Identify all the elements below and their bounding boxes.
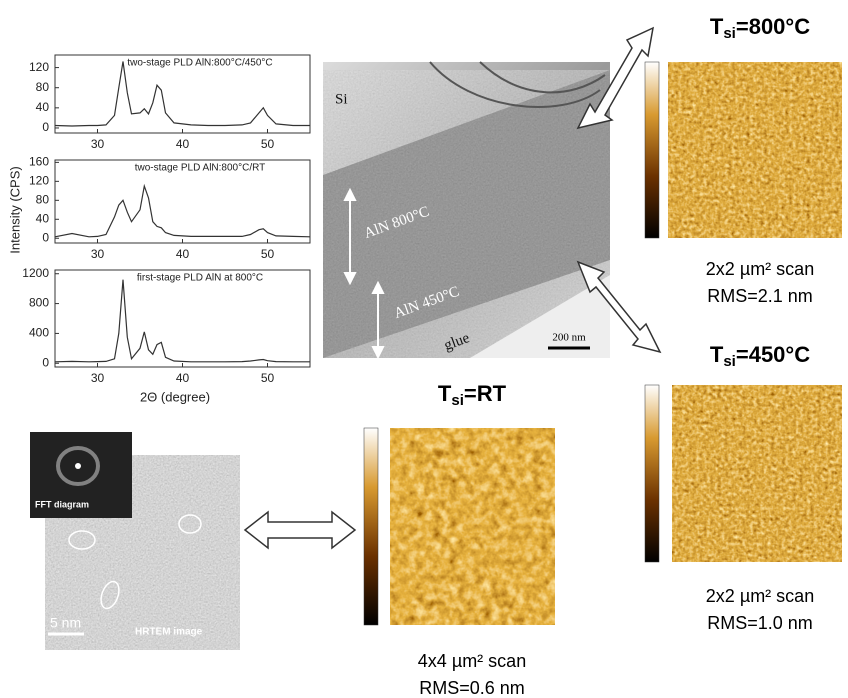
temperature-label: Tsi=450°C bbox=[710, 342, 810, 370]
x-tick-label: 30 bbox=[91, 247, 105, 261]
value: =RT bbox=[464, 381, 507, 406]
afm-450 bbox=[645, 385, 842, 562]
x-tick-label: 50 bbox=[261, 137, 275, 151]
scan-size: 2x2 µm² scan bbox=[706, 586, 814, 606]
panel-title: two-stage PLD AlN:800°C/RT bbox=[135, 163, 266, 174]
x-tick-label: 30 bbox=[91, 371, 105, 385]
afm-800 bbox=[645, 62, 842, 238]
y-tick-label: 120 bbox=[29, 174, 49, 188]
figure: Si AlN 800°C AlN 450°C glue 200 nm FFT d… bbox=[0, 0, 848, 698]
rms: RMS=2.1 nm bbox=[707, 286, 813, 306]
x-tick-label: 50 bbox=[261, 371, 275, 385]
y-tick-label: 120 bbox=[29, 60, 49, 74]
y-tick-label: 0 bbox=[42, 230, 49, 244]
y-tick-label: 80 bbox=[36, 192, 50, 206]
x-axis-label: 2Θ (degree) bbox=[140, 389, 210, 404]
scale-bar-label: 5 nm bbox=[50, 615, 81, 631]
y-tick-label: 80 bbox=[36, 80, 50, 94]
subscript: si bbox=[723, 353, 736, 370]
x-tick-label: 50 bbox=[261, 247, 275, 261]
y-tick-label: 40 bbox=[36, 100, 50, 114]
subscript: si bbox=[451, 392, 464, 409]
x-tick-label: 40 bbox=[176, 137, 190, 151]
symbol: T bbox=[438, 381, 452, 406]
tem-label: Si bbox=[335, 91, 348, 107]
fft-label: FFT diagram bbox=[35, 499, 89, 509]
panel-title: first-stage PLD AlN at 800°C bbox=[137, 273, 263, 284]
scan-size: 4x4 µm² scan bbox=[418, 651, 526, 671]
value: =800°C bbox=[736, 14, 810, 39]
y-tick-label: 400 bbox=[29, 326, 49, 340]
rms: RMS=1.0 nm bbox=[707, 613, 813, 633]
y-tick-label: 0 bbox=[42, 120, 49, 134]
x-tick-label: 30 bbox=[91, 137, 105, 151]
y-tick-label: 800 bbox=[29, 296, 49, 310]
tem-image bbox=[323, 62, 610, 358]
symbol: T bbox=[710, 14, 724, 39]
x-tick-label: 40 bbox=[176, 371, 190, 385]
y-tick-label: 0 bbox=[42, 355, 49, 369]
xrd-line bbox=[55, 186, 310, 237]
scan-size: 2x2 µm² scan bbox=[706, 259, 814, 279]
symbol: T bbox=[710, 342, 724, 367]
rms: RMS=0.6 nm bbox=[419, 678, 525, 698]
y-tick-label: 160 bbox=[29, 155, 49, 169]
y-tick-label: 1200 bbox=[22, 266, 49, 280]
temperature-label: Tsi=800°C bbox=[710, 14, 810, 42]
plot-frame bbox=[55, 270, 310, 367]
y-axis-label: Intensity (CPS) bbox=[7, 166, 22, 253]
afm-rt bbox=[364, 428, 555, 625]
panel-title: two-stage PLD AlN:800°C/450°C bbox=[127, 58, 272, 69]
value: =450°C bbox=[736, 342, 810, 367]
scale-bar-label: 200 nm bbox=[552, 332, 586, 344]
xrd-line bbox=[55, 62, 310, 127]
xrd-line bbox=[55, 280, 310, 362]
xrd-charts: 0 40 80 120 30 40 50 two-stage PLD AlN:800°C/45… bbox=[22, 55, 310, 385]
x-tick-label: 40 bbox=[176, 247, 190, 261]
y-tick-label: 40 bbox=[36, 211, 50, 225]
subscript: si bbox=[723, 25, 736, 42]
temperature-label: Tsi=RT bbox=[438, 381, 507, 409]
hrtem-label: HRTEM image bbox=[135, 627, 203, 638]
